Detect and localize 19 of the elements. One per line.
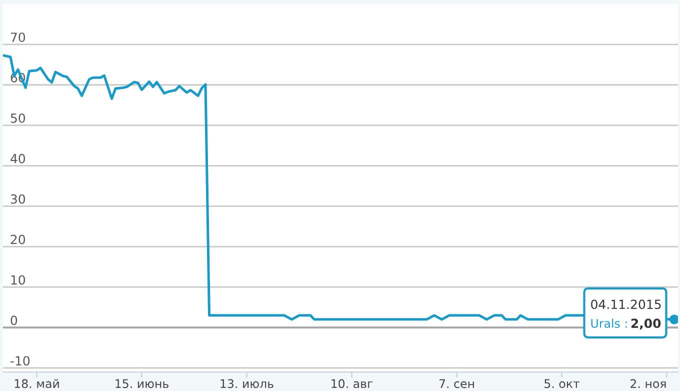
annotation: 2,00	[631, 318, 661, 330]
y-tick-label: 10	[11, 275, 26, 285]
y-tick-label: 50	[10, 113, 26, 123]
y-tick-label: 20	[10, 234, 26, 244]
x-tick-label: 10. авг	[332, 379, 373, 388]
x-tick-label: 5. окт	[544, 379, 580, 388]
y-tick-label: 40	[10, 154, 26, 164]
y-tick-label: 0	[10, 316, 18, 326]
annotation: :	[626, 322, 627, 328]
y-tick-label: 30	[10, 194, 26, 204]
x-tick-label: 18. май	[14, 379, 59, 388]
x-tick-label: 13. июль	[220, 379, 274, 388]
x-tick-label: 15. июнь	[116, 379, 168, 388]
y-tick-label: -10	[10, 356, 30, 366]
annotation: 04.11.2015	[591, 300, 661, 310]
series-label: Urals	[591, 318, 620, 328]
x-tick-label: 7. сен	[439, 379, 474, 388]
x-tick-label: 2. ноя	[630, 379, 666, 388]
y-tick-label: 70	[10, 32, 26, 42]
